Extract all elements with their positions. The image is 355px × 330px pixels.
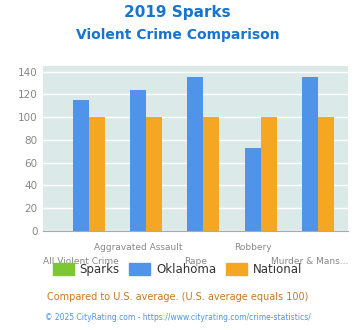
Text: Robbery: Robbery bbox=[234, 243, 272, 251]
Bar bbox=[261, 117, 277, 231]
Bar bbox=[72, 100, 89, 231]
Bar bbox=[318, 117, 334, 231]
Bar bbox=[245, 148, 261, 231]
Text: Murder & Mans...: Murder & Mans... bbox=[271, 257, 349, 266]
Text: Rape: Rape bbox=[184, 257, 207, 266]
Bar bbox=[146, 117, 162, 231]
Bar bbox=[187, 77, 203, 231]
Bar bbox=[302, 77, 318, 231]
Text: Compared to U.S. average. (U.S. average equals 100): Compared to U.S. average. (U.S. average … bbox=[47, 292, 308, 302]
Legend: Sparks, Oklahoma, National: Sparks, Oklahoma, National bbox=[48, 258, 307, 281]
Text: 2019 Sparks: 2019 Sparks bbox=[124, 5, 231, 20]
Text: Aggravated Assault: Aggravated Assault bbox=[94, 243, 182, 251]
Bar bbox=[130, 90, 146, 231]
Text: © 2025 CityRating.com - https://www.cityrating.com/crime-statistics/: © 2025 CityRating.com - https://www.city… bbox=[45, 313, 310, 322]
Bar bbox=[89, 117, 105, 231]
Text: Violent Crime Comparison: Violent Crime Comparison bbox=[76, 28, 279, 42]
Bar bbox=[203, 117, 219, 231]
Text: All Violent Crime: All Violent Crime bbox=[43, 257, 119, 266]
